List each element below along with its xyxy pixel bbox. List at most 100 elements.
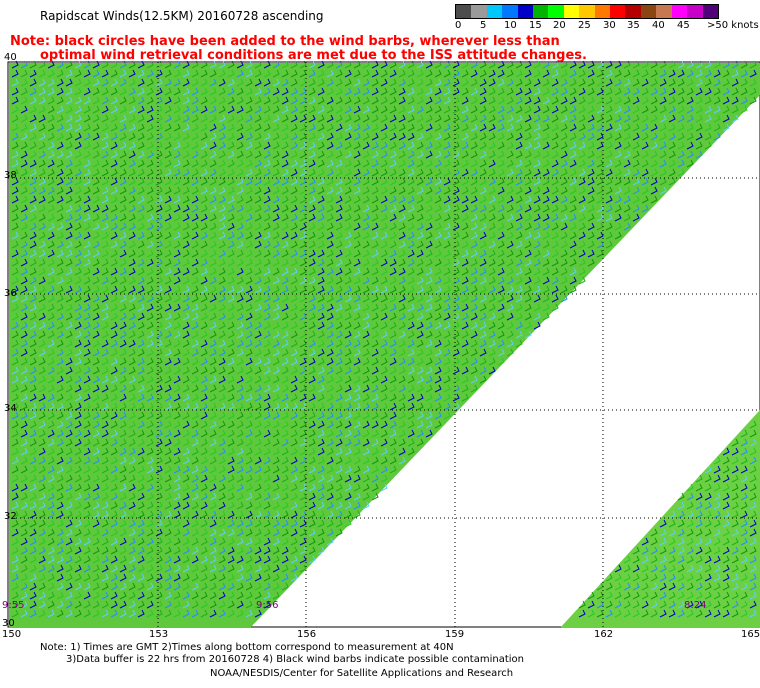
- wind-barb: [398, 258, 406, 267]
- wind-barb: [551, 186, 559, 195]
- wind-barb: [110, 483, 118, 492]
- wind-barb: [137, 600, 145, 609]
- wind-barb: [416, 204, 424, 213]
- wind-barb: [335, 69, 343, 78]
- wind-barb: [146, 105, 154, 114]
- wind-barb: [443, 366, 451, 375]
- wind-barb: [83, 591, 91, 600]
- wind-barb: [452, 177, 460, 186]
- wind-barb: [380, 231, 388, 240]
- wind-barb: [92, 321, 100, 330]
- wind-barb: [443, 204, 451, 213]
- wind-barb: [686, 78, 694, 87]
- wind-barb: [65, 105, 73, 114]
- wind-barb: [371, 456, 379, 465]
- wind-barb: [470, 339, 478, 348]
- wind-barb: [461, 231, 469, 240]
- wind-barb: [101, 87, 109, 96]
- wind-barb: [29, 213, 37, 222]
- wind-barb: [119, 429, 127, 438]
- wind-barb: [344, 132, 352, 141]
- wind-barb: [704, 555, 712, 564]
- wind-barb: [317, 159, 325, 168]
- wind-barb: [326, 132, 334, 141]
- wind-barb: [416, 177, 424, 186]
- wind-barb: [110, 348, 118, 357]
- wind-barb: [227, 366, 235, 375]
- wind-barb: [227, 546, 235, 555]
- wind-barb: [389, 78, 397, 87]
- wind-barb: [29, 330, 37, 339]
- wind-barb: [29, 357, 37, 366]
- wind-barb: [380, 249, 388, 258]
- wind-barb: [227, 375, 235, 384]
- wind-barb: [596, 168, 604, 177]
- wind-barb: [83, 609, 91, 618]
- wind-barb: [533, 186, 541, 195]
- wind-barb: [668, 519, 676, 528]
- wind-barb: [488, 213, 496, 222]
- wind-barb: [749, 546, 757, 555]
- wind-barb: [218, 123, 226, 132]
- wind-barb: [119, 609, 127, 618]
- wind-barb: [20, 492, 28, 501]
- wind-barb: [317, 60, 325, 69]
- wind-barb: [371, 267, 379, 276]
- wind-barb: [497, 249, 505, 258]
- wind-barb: [182, 186, 190, 195]
- wind-barb: [182, 87, 190, 96]
- wind-barb: [38, 69, 46, 78]
- wind-barb: [659, 141, 667, 150]
- wind-barb: [128, 600, 136, 609]
- wind-barb: [416, 69, 424, 78]
- wind-barb: [263, 546, 271, 555]
- wind-barb: [326, 501, 334, 510]
- wind-barb: [605, 114, 613, 123]
- wind-barb: [236, 366, 244, 375]
- wind-barb: [254, 195, 262, 204]
- wind-barb: [425, 357, 433, 366]
- wind-barb: [623, 204, 631, 213]
- wind-barb: [227, 384, 235, 393]
- wind-barb: [488, 195, 496, 204]
- wind-barb: [344, 258, 352, 267]
- wind-barb: [47, 123, 55, 132]
- wind-barb: [407, 240, 415, 249]
- wind-barb: [182, 348, 190, 357]
- wind-barb: [128, 105, 136, 114]
- wind-barb: [587, 213, 595, 222]
- wind-barb: [533, 177, 541, 186]
- wind-barb: [101, 357, 109, 366]
- wind-barb: [146, 591, 154, 600]
- wind-barb: [128, 69, 136, 78]
- wind-barb: [191, 285, 199, 294]
- wind-barb: [38, 177, 46, 186]
- wind-barb: [407, 438, 415, 447]
- wind-barb: [164, 357, 172, 366]
- wind-barb: [92, 492, 100, 501]
- wind-barb: [389, 375, 397, 384]
- wind-barb: [281, 384, 289, 393]
- wind-barb: [173, 501, 181, 510]
- wind-barb: [146, 78, 154, 87]
- wind-barb: [227, 474, 235, 483]
- wind-barb: [551, 213, 559, 222]
- wind-barb: [65, 465, 73, 474]
- wind-barb: [38, 402, 46, 411]
- wind-barb: [398, 60, 406, 69]
- wind-barb: [668, 555, 676, 564]
- wind-barb: [380, 420, 388, 429]
- wind-barb: [38, 321, 46, 330]
- wind-barb: [227, 150, 235, 159]
- wind-barb: [245, 141, 253, 150]
- wind-barb: [731, 438, 739, 447]
- wind-barb: [101, 123, 109, 132]
- wind-barb: [74, 114, 82, 123]
- wind-barb: [146, 249, 154, 258]
- wind-barb: [533, 114, 541, 123]
- wind-barb: [353, 483, 361, 492]
- wind-barb: [290, 510, 298, 519]
- wind-barb: [497, 114, 505, 123]
- wind-barb: [227, 492, 235, 501]
- wind-barb: [236, 501, 244, 510]
